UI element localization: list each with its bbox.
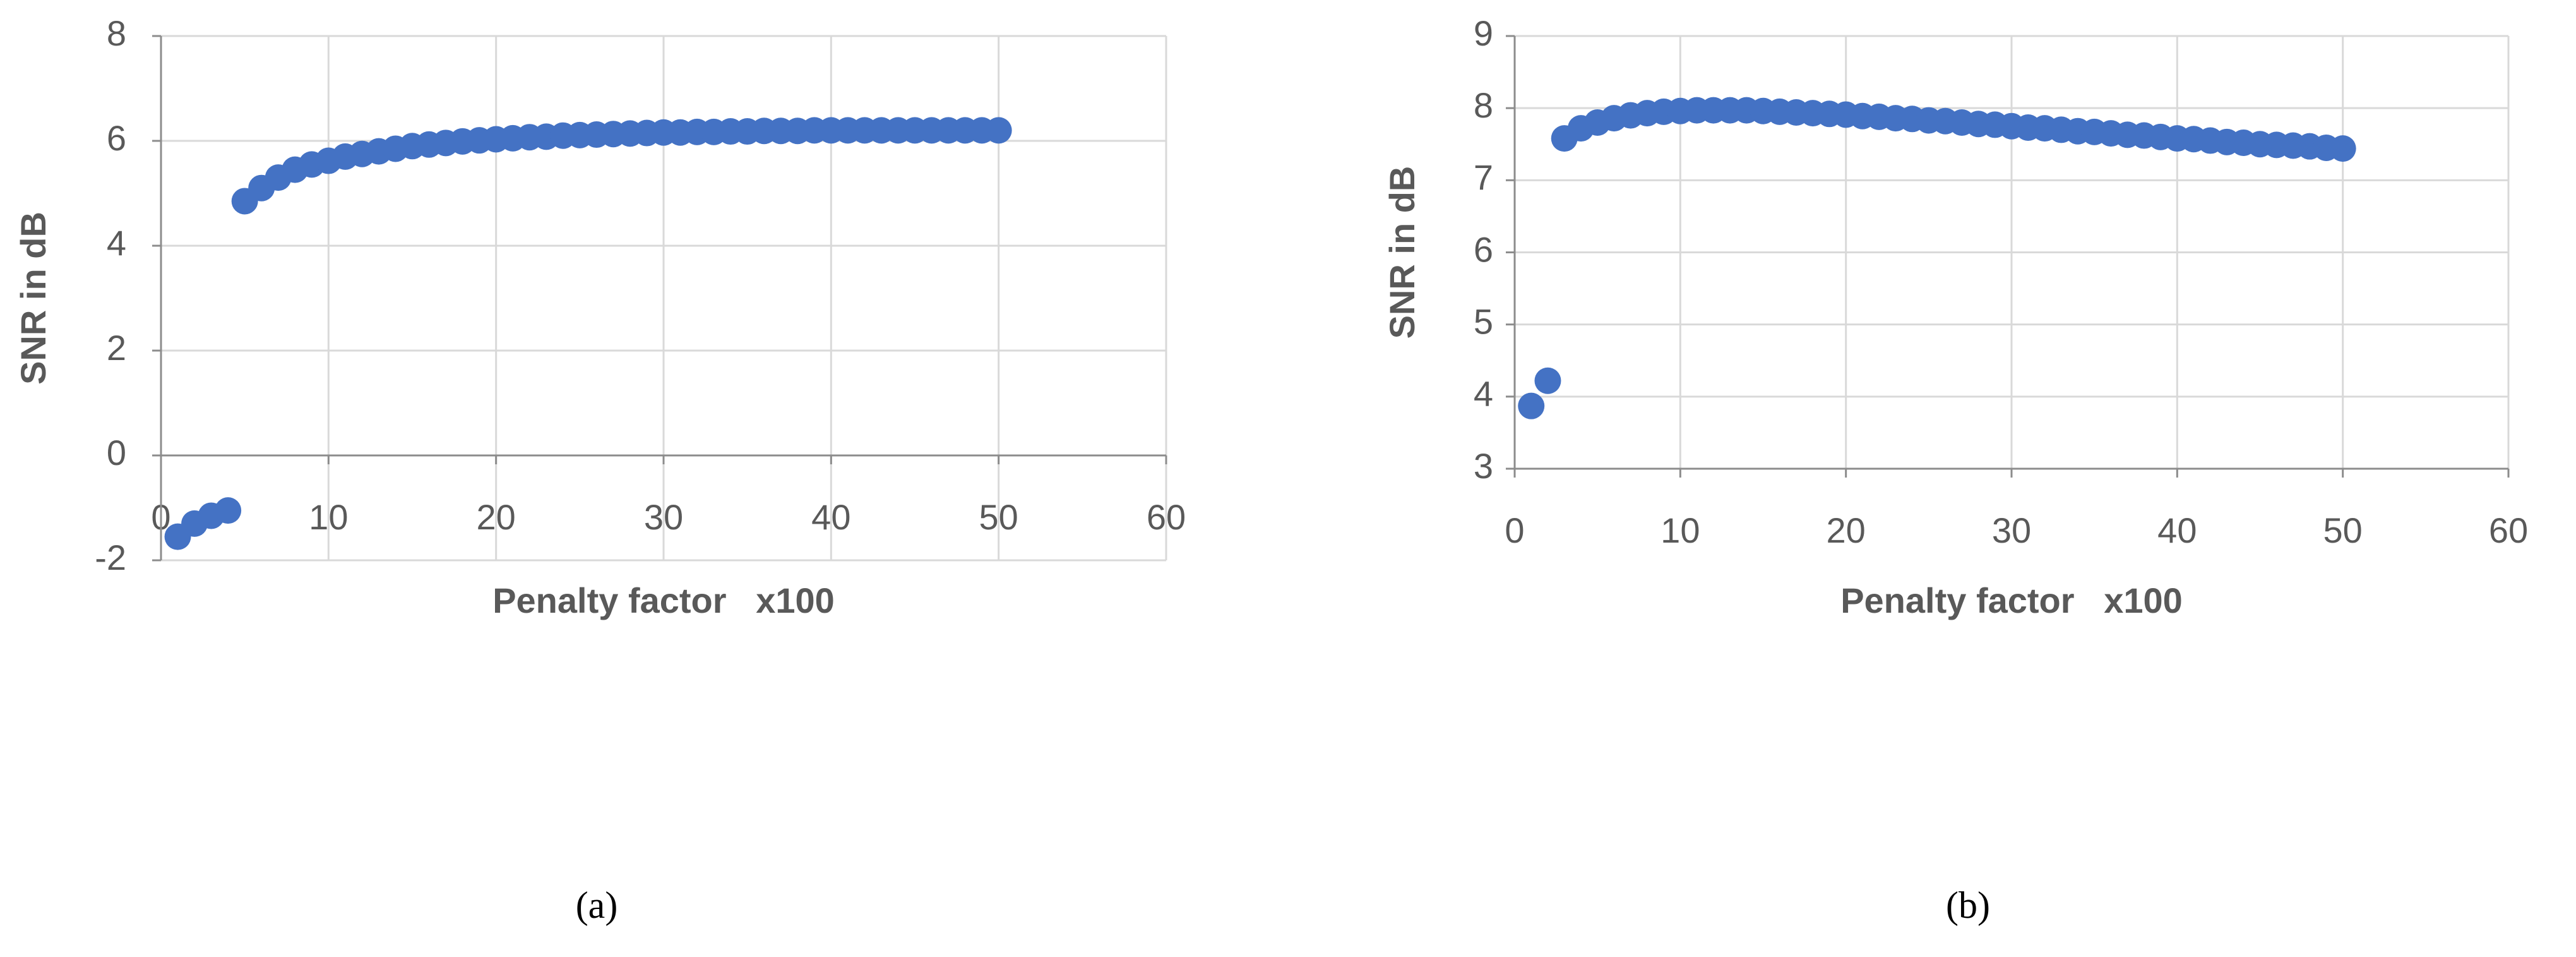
point bbox=[985, 117, 1012, 144]
y-tick-label: -2 bbox=[95, 538, 126, 577]
x-tick-label: 10 bbox=[1661, 510, 1700, 550]
point bbox=[1518, 392, 1545, 419]
x-tick-label: 30 bbox=[644, 497, 683, 537]
x-tick-label: 30 bbox=[1992, 510, 2031, 550]
y-tick-label: 6 bbox=[107, 118, 126, 158]
y-axis-title: SNR in dB bbox=[1382, 166, 1422, 339]
caption: (a) bbox=[576, 884, 618, 926]
y-axis-title: SNR in dB bbox=[13, 212, 53, 385]
y-tick-label: 4 bbox=[107, 223, 126, 263]
point bbox=[215, 497, 242, 524]
x-tick-label: 60 bbox=[2489, 510, 2528, 550]
y-tick-label: 2 bbox=[107, 328, 126, 368]
y-tick-label: 7 bbox=[1474, 157, 1493, 197]
y-tick-label: 8 bbox=[1474, 85, 1493, 125]
y-tick-label: 8 bbox=[107, 13, 126, 53]
y-tick-label: 4 bbox=[1474, 374, 1493, 414]
point bbox=[1534, 367, 1561, 394]
point bbox=[2329, 135, 2356, 162]
x-tick-label: 50 bbox=[2323, 510, 2363, 550]
caption: (b) bbox=[1946, 884, 1990, 926]
y-tick-label: 9 bbox=[1474, 13, 1493, 53]
x-tick-label: 20 bbox=[477, 497, 516, 537]
x-tick-label: 40 bbox=[811, 497, 850, 537]
x-tick-label: 40 bbox=[2157, 510, 2197, 550]
x-tick-label: 50 bbox=[979, 497, 1018, 537]
y-tick-label: 6 bbox=[1474, 229, 1493, 269]
x-axis-title: Penalty factor x100 bbox=[1840, 581, 2183, 620]
x-tick-label: 60 bbox=[1147, 497, 1186, 537]
x-tick-label: 0 bbox=[1505, 510, 1524, 550]
y-tick-label: 3 bbox=[1474, 446, 1493, 486]
x-tick-label: 10 bbox=[309, 497, 348, 537]
y-tick-label: 0 bbox=[107, 433, 126, 472]
x-tick-label: 20 bbox=[1827, 510, 1866, 550]
y-tick-label: 5 bbox=[1474, 301, 1493, 341]
x-axis-title: Penalty factor x100 bbox=[492, 581, 835, 620]
